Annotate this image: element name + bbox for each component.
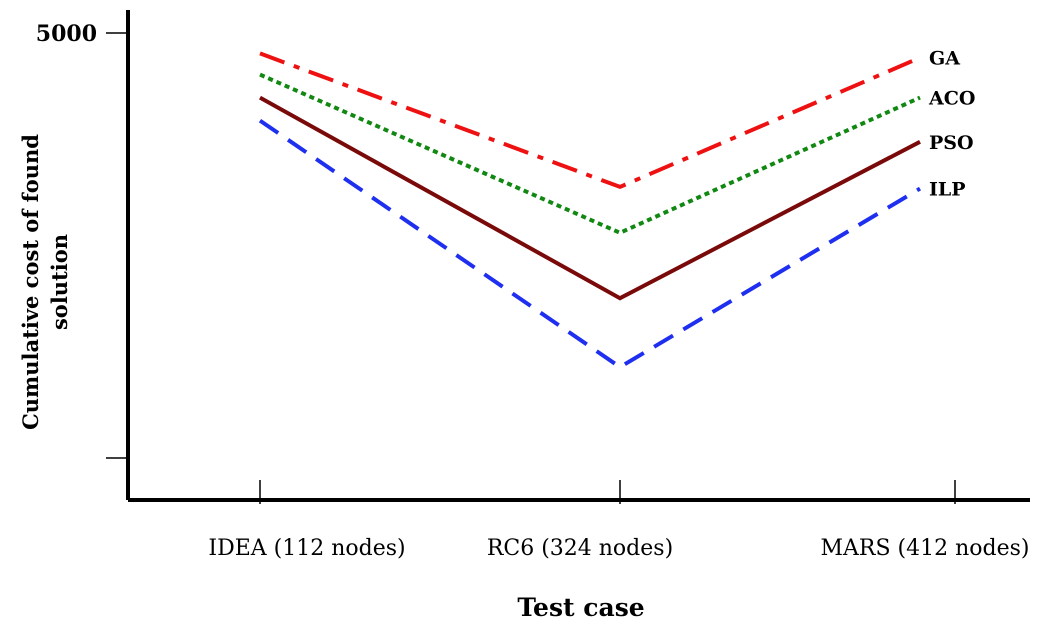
series-line-aco bbox=[259, 72, 921, 235]
x-axis-title: Test case bbox=[517, 593, 644, 622]
series-line-pso bbox=[259, 95, 921, 301]
x-tick-label-0: IDEA (112 nodes) bbox=[208, 536, 405, 561]
y-axis-title-line-2: solution bbox=[47, 234, 72, 330]
series-line-ga bbox=[259, 51, 921, 190]
series-layer: GA ACO PSO ILP bbox=[258, 48, 975, 370]
series-label-aco: ACO bbox=[928, 88, 975, 110]
series-label-ga: GA bbox=[929, 48, 960, 70]
series-label-pso: PSO bbox=[929, 132, 974, 154]
y-axis-title-line-1: Cumulative cost of found bbox=[18, 134, 43, 430]
series-label-ilp: ILP bbox=[929, 179, 966, 201]
x-tick-label-1: RC6 (324 nodes) bbox=[487, 536, 673, 561]
y-tick-label-top: 5000 bbox=[36, 21, 97, 47]
x-tick-label-2: MARS (412 nodes) bbox=[821, 536, 1030, 561]
series-line-ilp bbox=[258, 118, 922, 370]
